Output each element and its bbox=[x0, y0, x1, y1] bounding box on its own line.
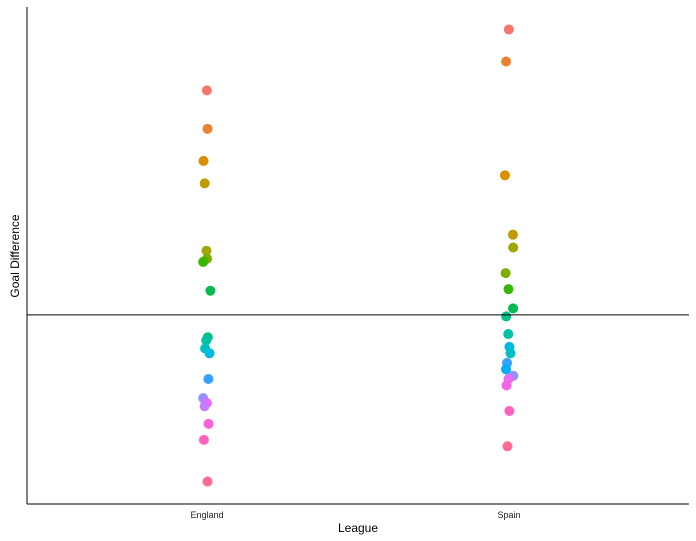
point-england-12 bbox=[203, 373, 214, 384]
y-axis-label: Goal Difference bbox=[8, 214, 22, 297]
point-england-1 bbox=[202, 123, 213, 134]
point-spain-9 bbox=[503, 329, 514, 340]
point-spain-11 bbox=[505, 348, 516, 359]
point-england-0 bbox=[201, 85, 212, 96]
point-england-16 bbox=[203, 418, 214, 429]
point-spain-17 bbox=[504, 406, 515, 417]
point-spain-1 bbox=[501, 56, 512, 67]
point-england-9 bbox=[201, 335, 212, 346]
point-england-6 bbox=[198, 256, 209, 267]
point-england-3 bbox=[199, 178, 210, 189]
point-england-15 bbox=[199, 401, 210, 412]
point-england-4 bbox=[201, 245, 212, 256]
point-spain-18 bbox=[502, 441, 513, 452]
point-england-2 bbox=[198, 155, 209, 166]
point-spain-6 bbox=[503, 284, 514, 295]
point-spain-0 bbox=[503, 24, 514, 35]
x-axis-label: League bbox=[338, 521, 378, 535]
point-spain-8 bbox=[501, 311, 512, 322]
x-tick-label-spain: Spain bbox=[497, 510, 520, 520]
point-spain-4 bbox=[508, 242, 519, 253]
point-spain-7 bbox=[508, 303, 519, 314]
point-spain-2 bbox=[499, 170, 510, 181]
point-england-7 bbox=[205, 285, 216, 296]
point-spain-13 bbox=[501, 364, 512, 375]
point-england-11 bbox=[204, 348, 215, 359]
point-spain-3 bbox=[507, 229, 518, 240]
point-spain-16 bbox=[501, 380, 512, 391]
point-england-17 bbox=[198, 434, 209, 445]
point-spain-5 bbox=[500, 268, 511, 279]
points-layer bbox=[198, 24, 519, 487]
x-tick-label-england: England bbox=[190, 510, 223, 520]
point-england-18 bbox=[202, 476, 213, 487]
